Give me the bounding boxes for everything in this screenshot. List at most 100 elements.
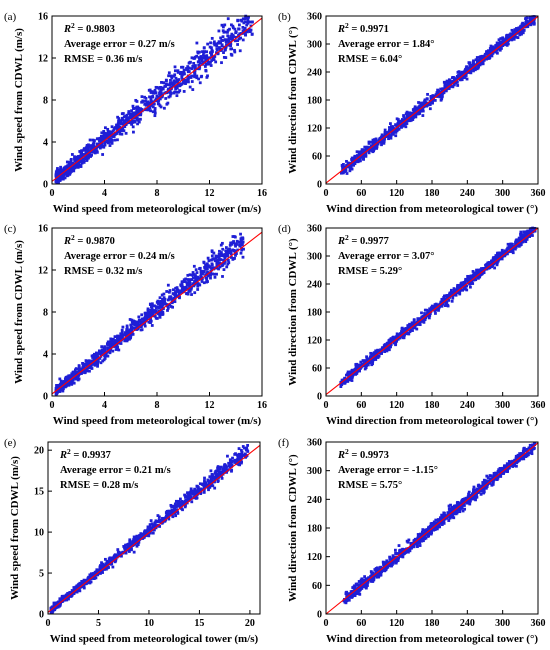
data-point — [430, 101, 434, 104]
data-point — [219, 243, 223, 247]
data-point — [198, 81, 202, 85]
data-point — [117, 119, 120, 123]
data-point — [80, 155, 84, 159]
data-point — [390, 338, 394, 341]
data-point — [479, 57, 483, 60]
data-point — [360, 155, 364, 159]
data-point — [70, 382, 74, 386]
data-point — [125, 324, 129, 328]
data-point — [203, 485, 206, 489]
data-point — [73, 370, 76, 374]
data-point — [191, 64, 195, 68]
data-point — [406, 118, 410, 122]
data-point — [475, 61, 479, 65]
data-point — [163, 106, 166, 110]
data-point — [149, 308, 153, 312]
y-tick-label: 0 — [43, 392, 48, 403]
data-point — [85, 147, 89, 151]
data-point — [181, 280, 185, 284]
data-point — [450, 292, 454, 296]
data-point — [402, 336, 406, 340]
data-point — [137, 540, 141, 544]
data-point — [164, 515, 168, 519]
data-point — [160, 305, 164, 309]
data-point — [374, 358, 378, 361]
data-point — [148, 106, 152, 110]
data-point — [444, 294, 448, 298]
data-point — [440, 94, 444, 98]
data-point — [346, 163, 350, 167]
data-point — [246, 16, 250, 20]
data-point — [125, 338, 129, 341]
data-point — [431, 308, 434, 311]
y-axis-title: Wind direction from CDWL (°) — [287, 238, 299, 386]
data-point — [192, 61, 196, 65]
data-point — [464, 279, 467, 283]
data-point — [528, 229, 532, 232]
data-point — [161, 303, 165, 307]
data-point — [207, 259, 211, 263]
data-point — [127, 331, 131, 334]
data-point — [110, 562, 114, 566]
data-point — [151, 312, 155, 316]
data-point — [355, 154, 359, 157]
data-point — [119, 128, 123, 131]
data-point — [237, 27, 241, 31]
y-tick-label: 180 — [307, 96, 322, 107]
y-tick-label: 16 — [38, 12, 48, 23]
data-point — [174, 294, 177, 297]
y-tick-label: 180 — [307, 308, 322, 319]
data-point — [159, 310, 163, 314]
data-point — [365, 145, 369, 149]
data-point — [114, 126, 117, 130]
data-point — [204, 62, 208, 66]
data-point — [179, 82, 183, 86]
data-point — [470, 63, 474, 67]
data-point — [166, 283, 170, 287]
data-point — [211, 474, 215, 477]
data-point — [440, 304, 444, 308]
data-point — [157, 309, 160, 313]
data-point — [189, 76, 193, 79]
data-point — [165, 304, 169, 308]
panel-label: (c) — [4, 223, 17, 235]
data-point — [210, 54, 214, 58]
data-point — [519, 236, 523, 240]
data-point — [100, 345, 104, 349]
data-point — [178, 295, 181, 299]
data-point — [223, 261, 226, 265]
data-point — [226, 30, 229, 34]
data-point — [175, 86, 179, 90]
data-point — [122, 120, 126, 124]
data-point — [228, 247, 231, 251]
rmse-annotation: RMSE = 0.32 m/s — [64, 266, 142, 277]
data-point — [478, 275, 482, 279]
data-point — [208, 45, 212, 49]
data-point — [222, 470, 226, 474]
data-point — [187, 75, 191, 79]
data-point — [82, 160, 86, 164]
data-point — [188, 273, 192, 277]
data-point — [130, 320, 134, 324]
data-point — [107, 139, 110, 143]
data-point — [196, 60, 200, 64]
data-point — [221, 29, 225, 33]
data-point — [129, 323, 133, 327]
data-point — [495, 263, 499, 267]
data-point — [140, 320, 144, 324]
data-point — [140, 100, 144, 104]
r2-annotation: R2 = 0.9803 — [63, 21, 115, 35]
data-point — [60, 171, 64, 175]
data-point — [431, 94, 435, 97]
data-point — [173, 90, 177, 94]
data-point — [167, 71, 171, 75]
data-point — [80, 161, 84, 164]
data-point — [203, 476, 206, 480]
data-point — [221, 35, 225, 39]
data-point — [121, 122, 125, 126]
data-point — [456, 84, 460, 87]
data-point — [135, 320, 139, 324]
data-point — [98, 351, 102, 354]
data-point — [219, 36, 223, 40]
data-point — [193, 55, 197, 59]
